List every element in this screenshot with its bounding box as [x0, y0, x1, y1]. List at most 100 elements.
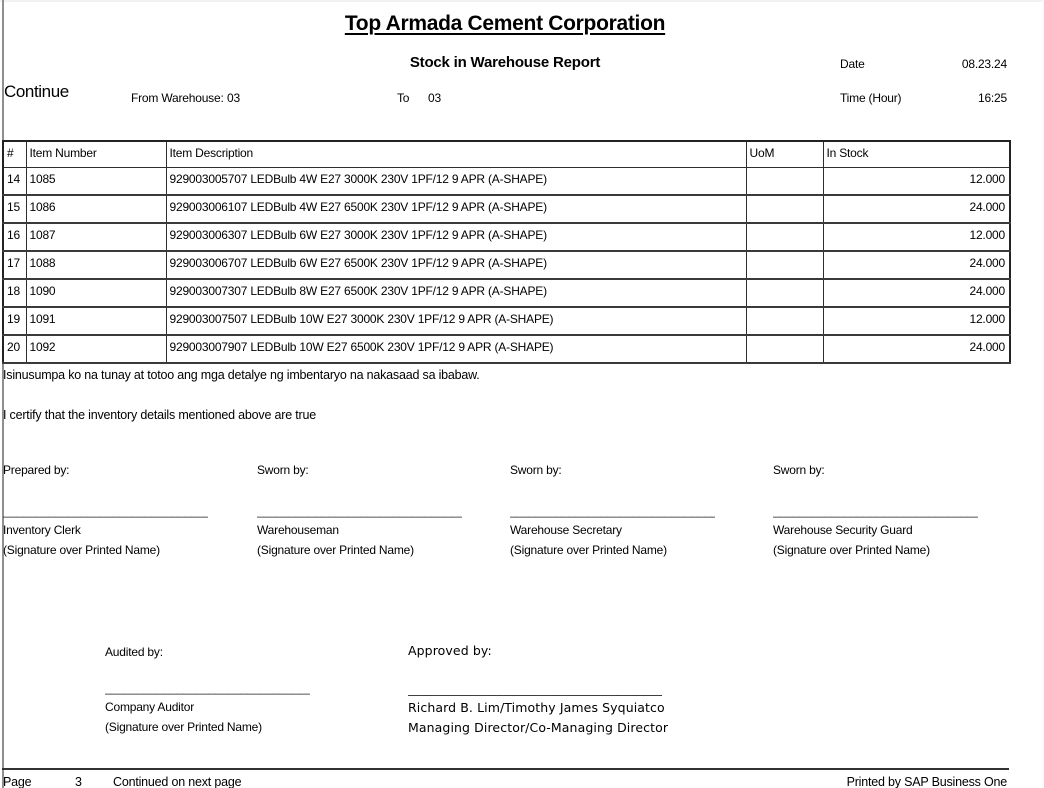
item-number-cell: 1092 [25, 334, 167, 364]
signature-instruction: (Signature over Printed Name) [510, 543, 667, 557]
row-index-cell: 20 [2, 334, 27, 364]
table-row: 14 1085 929003005707 LEDBulb 4W E27 3000… [2, 166, 1011, 196]
item-number-cell: 1090 [25, 278, 167, 308]
signature-line: __________________________________ [773, 504, 978, 518]
item-description-cell: 929003006307 LEDBulb 6W E27 3000K 230V 1… [165, 222, 747, 252]
signature-role-label: Sworn by: [773, 463, 825, 477]
right-edge-strip [1042, 0, 1044, 788]
approved-signatory-titles: Managing Director/Co-Managing Director [408, 720, 669, 735]
stock-table-body: # Item Number Item Description UoM In St… [2, 140, 1011, 364]
col-header-item-number: Item Number [25, 140, 167, 168]
signature-instruction: (Signature over Printed Name) [3, 543, 160, 557]
in-stock-cell: 24.000 [822, 334, 1011, 364]
from-warehouse-value: 03 [227, 91, 240, 105]
item-number-cell: 1087 [25, 222, 167, 252]
signature-role-label: Sworn by: [510, 463, 562, 477]
table-row: 17 1088 929003006707 LEDBulb 6W E27 6500… [2, 250, 1011, 280]
signatory-title: Inventory Clerk [3, 523, 81, 537]
to-label: To [397, 91, 410, 105]
to-warehouse-value: 03 [428, 91, 441, 105]
report-title: Stock in Warehouse Report [409, 54, 601, 71]
signatory-title: Warehouse Secretary [510, 523, 622, 537]
uom-cell [745, 306, 824, 336]
from-warehouse-label: From Warehouse: [131, 91, 224, 105]
table-row: 18 1090 929003007307 LEDBulb 8W E27 6500… [2, 278, 1011, 308]
in-stock-cell: 12.000 [822, 306, 1011, 336]
left-edge-rule [2, 0, 4, 788]
row-index-cell: 14 [2, 166, 27, 196]
item-number-cell: 1086 [25, 194, 167, 224]
col-header-uom: UoM [745, 140, 824, 168]
page-label: Page [3, 775, 32, 788]
signature-instruction: (Signature over Printed Name) [257, 543, 414, 557]
row-index-cell: 19 [2, 306, 27, 336]
col-header-in-stock: In Stock [822, 140, 1011, 168]
in-stock-cell: 24.000 [822, 250, 1011, 280]
footer-rule [2, 768, 1009, 770]
time-label: Time (Hour) [840, 91, 902, 105]
approved-by-label: Approved by: [408, 643, 492, 658]
certification-tagalog: Isinusumpa ko na tunay at totoo ang mga … [3, 368, 480, 382]
stock-table: # Item Number Item Description UoM In St… [2, 140, 1011, 364]
uom-cell [745, 278, 824, 308]
in-stock-cell: 12.000 [822, 166, 1011, 196]
table-row: 15 1086 929003006107 LEDBulb 4W E27 6500… [2, 194, 1011, 224]
continued-note: Continued on next page [113, 775, 242, 788]
uom-cell [745, 334, 824, 364]
row-index-cell: 15 [2, 194, 27, 224]
signatory-title: Warehouse Security Guard [773, 523, 913, 537]
date-value: 08.23.24 [961, 57, 1007, 71]
table-row: 19 1091 929003007507 LEDBulb 10W E27 300… [2, 306, 1011, 336]
item-description-cell: 929003006707 LEDBulb 6W E27 6500K 230V 1… [165, 250, 747, 280]
item-description-cell: 929003005707 LEDBulb 4W E27 3000K 230V 1… [165, 166, 747, 196]
audited-by-label: Audited by: [105, 645, 163, 659]
item-description-cell: 929003007507 LEDBulb 10W E27 3000K 230V … [165, 306, 747, 336]
signature-instruction: (Signature over Printed Name) [773, 543, 930, 557]
signature-block: Prepared by: ___________________________… [3, 463, 218, 563]
in-stock-cell: 12.000 [822, 222, 1011, 252]
uom-cell [745, 250, 824, 280]
time-value: 16:25 [977, 91, 1007, 105]
audited-signature-line: __________________________________ [105, 681, 310, 695]
row-index-cell: 16 [2, 222, 27, 252]
uom-cell [745, 194, 824, 224]
approved-block: Approved by: ___________________________… [408, 643, 748, 738]
approved-signatory-names: Richard B. Lim/Timothy James Syquiatco [408, 700, 665, 715]
signature-role-label: Prepared by: [3, 463, 70, 477]
audited-block: Audited by: ____________________________… [105, 645, 365, 740]
in-stock-cell: 24.000 [822, 278, 1011, 308]
date-label: Date [840, 57, 865, 71]
item-description-cell: 929003007907 LEDBulb 10W E27 6500K 230V … [165, 334, 747, 364]
certification-english: I certify that the inventory details men… [3, 408, 316, 422]
signature-line: __________________________________ [510, 504, 715, 518]
audited-signatory-title: Company Auditor [105, 700, 195, 714]
signature-block: Sworn by: ______________________________… [510, 463, 725, 563]
signature-block: Sworn by: ______________________________… [257, 463, 472, 563]
item-description-cell: 929003006107 LEDBulb 4W E27 6500K 230V 1… [165, 194, 747, 224]
audited-signature-instruction: (Signature over Printed Name) [105, 720, 262, 734]
continue-status: Continue [4, 82, 69, 101]
item-number-cell: 1085 [25, 166, 167, 196]
in-stock-cell: 24.000 [822, 194, 1011, 224]
table-row: 20 1092 929003007907 LEDBulb 10W E27 650… [2, 334, 1011, 364]
row-index-cell: 18 [2, 278, 27, 308]
top-edge-strip [0, 0, 1044, 2]
item-number-cell: 1088 [25, 250, 167, 280]
item-description-cell: 929003007307 LEDBulb 8W E27 6500K 230V 1… [165, 278, 747, 308]
approved-signature-line: ________________________________________ [408, 681, 662, 696]
col-header-item-description: Item Description [165, 140, 747, 168]
signatory-title: Warehouseman [257, 523, 339, 537]
signature-role-label: Sworn by: [257, 463, 309, 477]
item-number-cell: 1091 [25, 306, 167, 336]
company-title: Top Armada Cement Corporation [344, 12, 666, 35]
stock-table-header-row: # Item Number Item Description UoM In St… [2, 140, 1011, 168]
page-number: 3 [75, 775, 82, 788]
table-row: 16 1087 929003006307 LEDBulb 6W E27 3000… [2, 222, 1011, 252]
uom-cell [745, 222, 824, 252]
signature-line: __________________________________ [257, 504, 462, 518]
col-header-index: # [2, 140, 27, 168]
signature-line: __________________________________ [3, 504, 208, 518]
printed-by-note: Printed by SAP Business One [846, 775, 1008, 788]
row-index-cell: 17 [2, 250, 27, 280]
